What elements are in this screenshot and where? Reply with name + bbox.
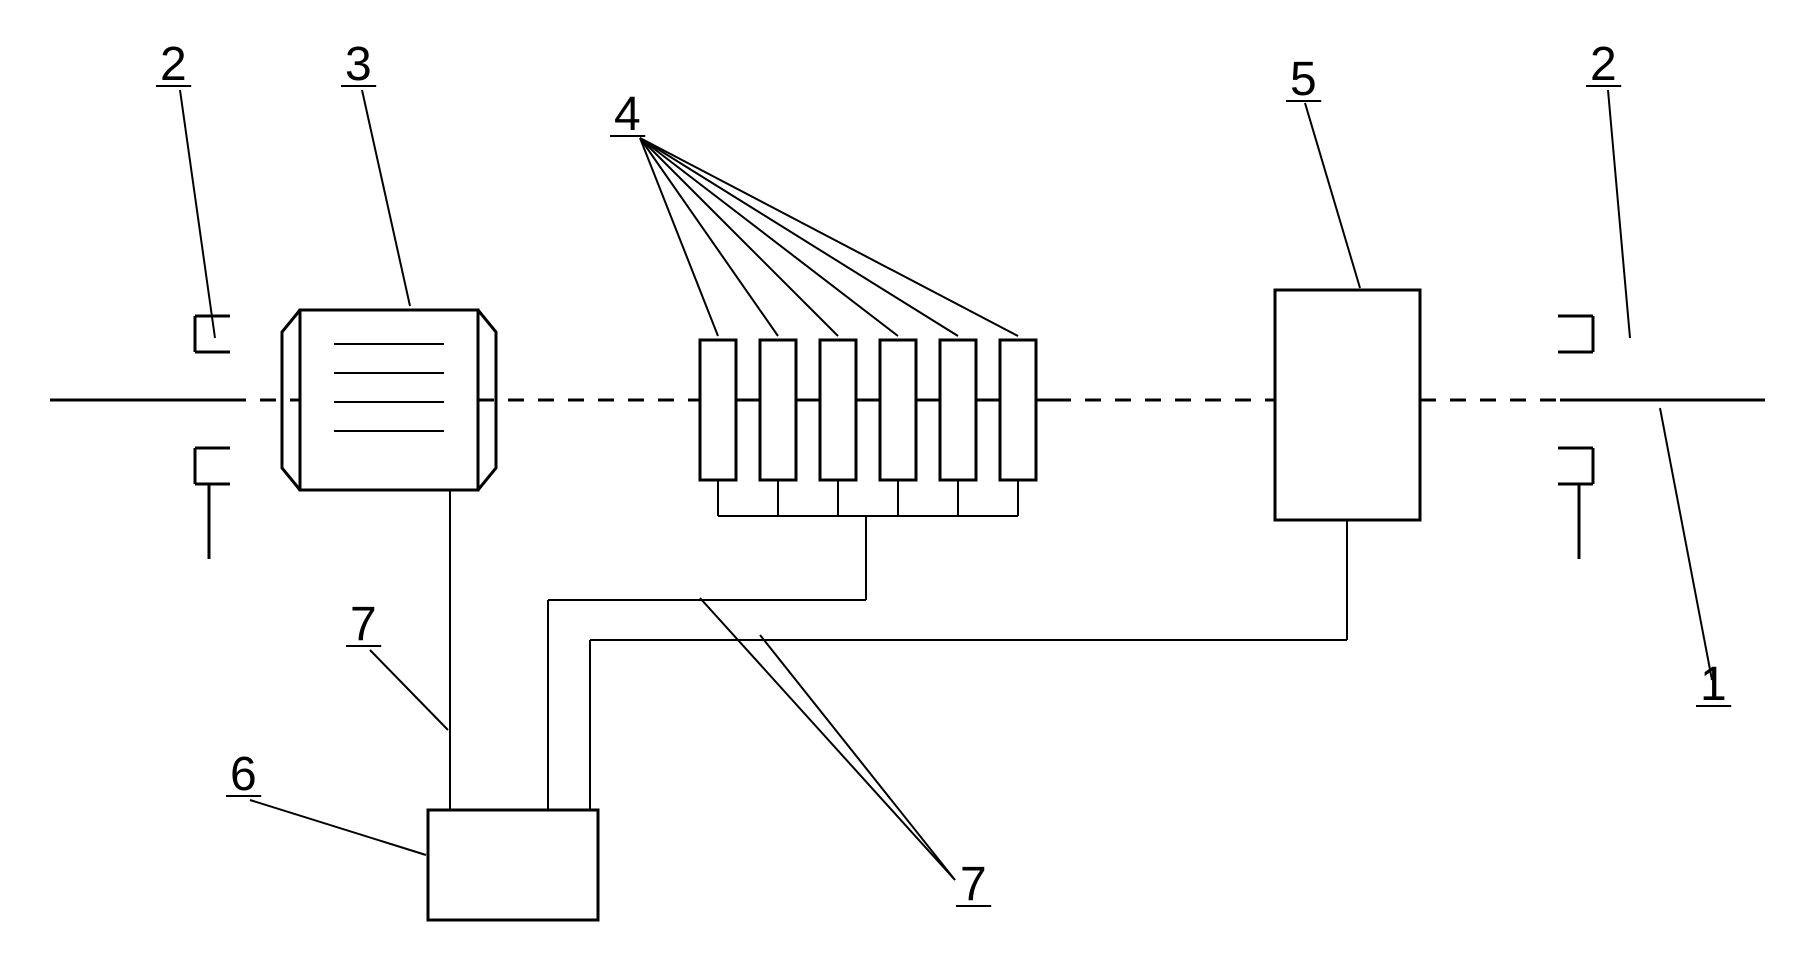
label-5: 5 xyxy=(1290,53,1317,106)
diagram-canvas: 2 3 4 5 2 1 7 6 7 xyxy=(0,0,1815,961)
label-1: 1 xyxy=(1700,658,1727,711)
leader-7-left xyxy=(370,650,448,730)
leader-2-right xyxy=(1608,90,1630,338)
label-3: 3 xyxy=(345,38,372,91)
leader-5 xyxy=(1305,103,1360,288)
label-4: 4 xyxy=(614,88,641,141)
leader-3 xyxy=(362,90,410,306)
label-7-left: 7 xyxy=(350,598,377,651)
label-7-right: 7 xyxy=(960,858,987,911)
block-5 xyxy=(1275,290,1420,520)
label-6: 6 xyxy=(230,748,257,801)
label-2-left: 2 xyxy=(160,38,187,91)
leader-2-left xyxy=(180,90,215,338)
controller xyxy=(428,810,598,920)
leader-6 xyxy=(250,800,426,855)
leader-1 xyxy=(1660,408,1712,680)
label-2-right: 2 xyxy=(1590,38,1617,91)
